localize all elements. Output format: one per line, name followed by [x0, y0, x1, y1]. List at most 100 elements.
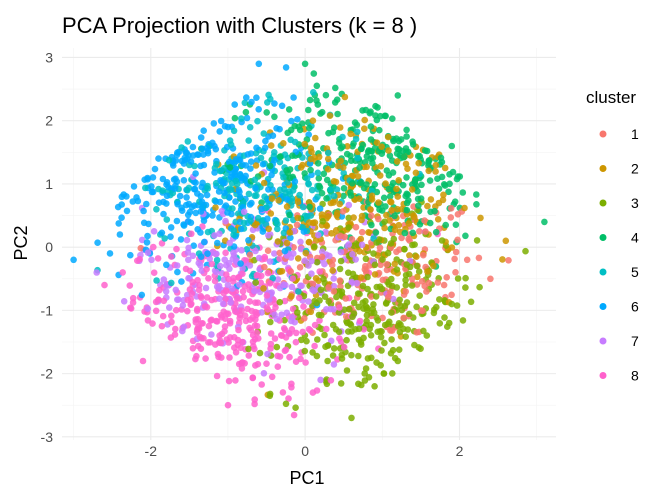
point-cluster-2 [502, 237, 510, 245]
point-cluster-2 [260, 285, 267, 292]
point-cluster-7 [224, 281, 232, 289]
point-cluster-4 [403, 199, 411, 207]
point-cluster-4 [373, 116, 381, 124]
point-cluster-3 [273, 343, 281, 351]
point-cluster-5 [281, 151, 289, 158]
point-cluster-3 [370, 301, 377, 308]
point-cluster-8 [239, 270, 246, 278]
point-cluster-4 [323, 195, 330, 202]
point-cluster-1 [379, 276, 387, 284]
point-cluster-6 [273, 125, 280, 132]
point-cluster-3 [321, 293, 329, 301]
point-cluster-4 [389, 115, 396, 122]
legend-key-7 [599, 337, 607, 345]
point-cluster-7 [322, 228, 329, 236]
point-cluster-3 [343, 367, 351, 374]
point-cluster-1 [434, 279, 442, 286]
point-cluster-8 [192, 319, 200, 326]
point-cluster-7 [314, 231, 322, 239]
point-cluster-8 [196, 282, 203, 289]
point-cluster-6 [316, 205, 324, 212]
point-cluster-2 [307, 308, 315, 316]
point-cluster-5 [303, 175, 311, 182]
point-cluster-6 [225, 158, 233, 166]
point-cluster-5 [305, 181, 313, 188]
point-cluster-7 [166, 304, 173, 311]
point-cluster-4 [399, 181, 407, 189]
point-cluster-3 [476, 283, 483, 291]
legend: cluster 1 2 3 4 5 6 7 8 [586, 88, 639, 384]
point-cluster-8 [222, 287, 230, 295]
point-cluster-1 [348, 236, 356, 243]
point-cluster-3 [441, 314, 448, 321]
point-cluster-5 [230, 227, 238, 234]
point-cluster-6 [114, 203, 122, 211]
point-cluster-5 [216, 167, 224, 175]
point-cluster-4 [401, 153, 408, 160]
point-cluster-8 [276, 353, 284, 360]
point-cluster-4 [315, 175, 323, 182]
point-cluster-2 [378, 143, 386, 150]
point-cluster-2 [340, 164, 347, 171]
point-cluster-2 [363, 163, 371, 171]
point-cluster-5 [227, 141, 235, 148]
point-cluster-7 [227, 299, 234, 306]
point-cluster-5 [142, 184, 149, 192]
point-cluster-3 [438, 237, 446, 244]
point-cluster-6 [242, 162, 250, 169]
point-cluster-8 [311, 342, 318, 350]
point-cluster-6 [300, 228, 308, 235]
point-cluster-3 [415, 268, 423, 275]
point-cluster-7 [229, 285, 236, 292]
point-cluster-1 [447, 214, 455, 221]
point-cluster-6 [118, 214, 125, 221]
point-cluster-7 [150, 228, 158, 235]
point-cluster-2 [324, 166, 332, 173]
point-cluster-3 [436, 296, 443, 303]
point-cluster-8 [336, 335, 343, 342]
point-cluster-7 [255, 254, 263, 262]
point-cluster-1 [448, 291, 455, 299]
point-cluster-2 [373, 139, 381, 146]
point-cluster-4 [388, 157, 396, 164]
point-cluster-8 [196, 333, 204, 341]
point-cluster-6 [174, 149, 181, 156]
point-cluster-8 [201, 303, 209, 310]
point-cluster-3 [345, 214, 353, 222]
point-cluster-3 [377, 333, 385, 341]
point-cluster-3 [389, 370, 396, 377]
point-cluster-4 [331, 99, 339, 106]
point-cluster-7 [226, 239, 233, 247]
point-cluster-6 [243, 94, 250, 101]
point-cluster-6 [287, 234, 294, 242]
point-cluster-3 [245, 345, 252, 353]
point-cluster-6 [70, 256, 77, 264]
point-cluster-7 [323, 306, 330, 313]
point-cluster-3 [364, 304, 371, 312]
point-cluster-4 [226, 164, 234, 171]
point-cluster-3 [313, 352, 321, 360]
point-cluster-7 [219, 300, 227, 308]
point-cluster-4 [403, 206, 411, 214]
point-cluster-8 [305, 325, 313, 333]
point-cluster-8 [226, 354, 233, 361]
point-cluster-4 [367, 147, 375, 155]
point-cluster-3 [376, 283, 384, 291]
point-cluster-6 [252, 185, 259, 192]
point-cluster-2 [441, 164, 449, 172]
point-cluster-8 [356, 317, 364, 325]
point-cluster-5 [295, 288, 302, 295]
point-cluster-8 [208, 296, 215, 304]
point-cluster-2 [415, 159, 423, 167]
point-cluster-5 [282, 217, 290, 224]
point-cluster-4 [434, 175, 441, 182]
point-cluster-8 [214, 350, 222, 358]
point-cluster-1 [421, 217, 428, 224]
point-cluster-2 [394, 205, 401, 213]
point-cluster-2 [267, 210, 275, 217]
point-cluster-4 [376, 206, 383, 213]
point-cluster-8 [230, 304, 238, 312]
point-cluster-2 [371, 271, 379, 278]
point-cluster-2 [367, 206, 374, 213]
